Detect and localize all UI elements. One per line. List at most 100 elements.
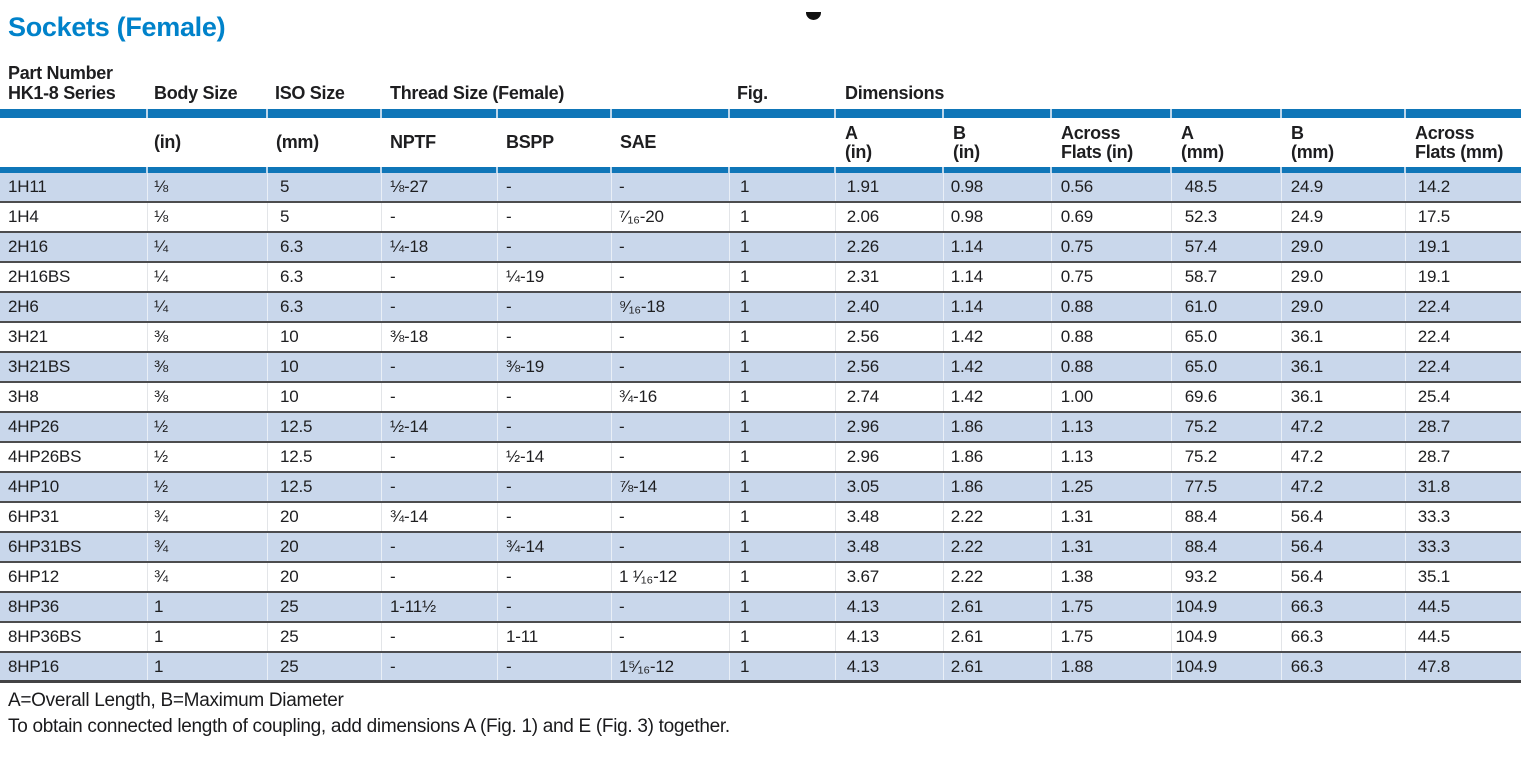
cell-body-size: ⅛ — [148, 173, 268, 201]
cell-a-in: 2.40 — [836, 293, 944, 321]
cell-a-mm: 75.2 — [1172, 413, 1282, 441]
cell-b-mm: 66.3 — [1282, 593, 1406, 621]
sub-header-a-in: A (in) — [845, 122, 872, 162]
cell-a-mm: 104.9 — [1172, 623, 1282, 651]
cell-sae: - — [612, 503, 730, 531]
cell-fig: 1 — [730, 233, 836, 261]
rule-segment — [944, 167, 1052, 173]
rule-segment — [730, 109, 836, 118]
cell-a-mm: 88.4 — [1172, 503, 1282, 531]
table-row-6HP31: 6HP31 ¾ 20 ¾-14- -1 3.48 2.22 1.31 88.4 56.4 33.3 — [0, 503, 1521, 533]
rule-segment — [1052, 109, 1172, 118]
table-row-4HP26: 4HP26 ½ 12.5 ½-14- -1 2.96 1.86 1.13 75.2 47.2 28.… — [0, 413, 1521, 443]
cropped-text-fragment — [806, 12, 821, 20]
cell-part-number: 2H6 — [0, 293, 148, 321]
header-rule-bar1 — [0, 109, 1521, 118]
cell-part-number: 6HP31BS — [0, 533, 148, 561]
cell-fig: 1 — [730, 473, 836, 501]
cell-b-mm: 24.9 — [1282, 173, 1406, 201]
cell-iso-size: 20 — [268, 563, 382, 591]
sub-header-iso-size: (mm) — [276, 132, 319, 152]
rule-segment — [498, 109, 612, 118]
sub-header-sae: SAE — [620, 132, 657, 152]
rule-segment — [382, 167, 498, 173]
cell-bspp: - — [498, 473, 612, 501]
cell-across-flats-mm: 19.1 — [1417, 237, 1450, 256]
cell-bspp: - — [498, 323, 612, 351]
cell-a-mm: 104.9 — [1172, 593, 1282, 621]
cell-b-in: 2.61 — [944, 593, 1052, 621]
cell-across-flats-mm: 47.8 — [1417, 657, 1450, 676]
cell-body-size: 1 — [148, 653, 268, 680]
group-header-thread-size: Thread Size (Female) — [390, 83, 565, 103]
cell-b-in: 2.22 — [944, 503, 1052, 531]
cell-fig: 1 — [730, 443, 836, 471]
cell-across-flats-in: 1.88 — [1052, 653, 1172, 680]
rule-segment — [498, 167, 612, 173]
cell-b-mm: 56.4 — [1282, 503, 1406, 531]
cell-across-flats-in: 0.56 — [1052, 173, 1172, 201]
cell-a-in: 2.31 — [836, 263, 944, 291]
cell-a-mm: 65.0 — [1172, 353, 1282, 381]
cell-part-number: 4HP26BS — [0, 443, 148, 471]
rule-segment — [1052, 167, 1172, 173]
rule-segment — [612, 167, 730, 173]
cell-fig: 1 — [730, 323, 836, 351]
cell-a-in: 2.56 — [836, 323, 944, 351]
group-header-iso-size: ISO Size — [275, 83, 345, 103]
cell-iso-size: 25 — [268, 653, 382, 680]
cell-across-flats-in: 0.75 — [1052, 263, 1172, 291]
table-row-4HP26BS: 4HP26BS ½ 12.5- ½-14-1 2.96 1.86 1.13 75.2 47.2 2… — [0, 443, 1521, 473]
cell-part-number: 4HP10 — [0, 473, 148, 501]
cell-sae: - — [612, 593, 730, 621]
cell-b-in: 2.22 — [944, 563, 1052, 591]
cell-fig: 1 — [730, 533, 836, 561]
cell-b-mm: 47.2 — [1282, 413, 1406, 441]
table-row-1H11: 1H11 ⅛ 5 ⅛-27- -1 1.91 0.98 0.56 48.5 24.9 14.2 — [0, 173, 1521, 203]
cell-sae: 1 ¹⁄₁₆-12 — [612, 563, 730, 591]
cell-sae: - — [612, 233, 730, 261]
table-row-3H21: 3H21 ⅜ 10 ⅜-18- -1 2.56 1.42 0.88 65.0 36.1 22.4 — [0, 323, 1521, 353]
cell-part-number: 8HP16 — [0, 653, 148, 680]
sub-header-body-size: (in) — [154, 132, 181, 152]
cell-b-mm: 36.1 — [1282, 383, 1406, 411]
cell-b-mm: 66.3 — [1282, 653, 1406, 680]
cell-body-size: ¾ — [148, 533, 268, 561]
cell-nptf: ⅜-18 — [382, 323, 498, 351]
cell-b-mm: 56.4 — [1282, 563, 1406, 591]
rule-segment — [148, 109, 268, 118]
cell-a-in: 1.91 — [836, 173, 944, 201]
cell-body-size: 1 — [148, 623, 268, 651]
rule-segment — [0, 167, 148, 173]
cell-fig: 1 — [730, 413, 836, 441]
rule-segment — [1406, 109, 1521, 118]
cell-sae: - — [612, 353, 730, 381]
cell-body-size: ¾ — [148, 563, 268, 591]
cell-fig: 1 — [730, 203, 836, 231]
cell-b-mm: 66.3 — [1282, 623, 1406, 651]
cell-b-in: 2.61 — [944, 623, 1052, 651]
cell-a-in: 2.26 — [836, 233, 944, 261]
cell-b-in: 1.86 — [944, 413, 1052, 441]
cell-sae: - — [612, 623, 730, 651]
cell-sae: - — [612, 413, 730, 441]
cell-a-in: 2.06 — [836, 203, 944, 231]
rule-segment — [268, 167, 382, 173]
cell-fig: 1 — [730, 293, 836, 321]
cell-sae: - — [612, 173, 730, 201]
cell-across-flats-in: 1.75 — [1052, 623, 1172, 651]
cell-sae: - — [612, 533, 730, 561]
cell-across-flats-in: 1.31 — [1052, 533, 1172, 561]
cell-bspp: - — [498, 293, 612, 321]
cell-b-in: 0.98 — [944, 203, 1052, 231]
cell-nptf: - — [382, 203, 498, 231]
header-rule-bar2 — [0, 167, 1521, 173]
cell-across-flats-in: 1.25 — [1052, 473, 1172, 501]
cell-iso-size: 12.5 — [268, 473, 382, 501]
cell-b-in: 2.22 — [944, 533, 1052, 561]
cell-iso-size: 25 — [268, 593, 382, 621]
cell-nptf: 1-11½ — [382, 593, 498, 621]
cell-b-mm: 24.9 — [1282, 203, 1406, 231]
cell-b-mm: 47.2 — [1282, 443, 1406, 471]
cell-a-mm: 75.2 — [1172, 443, 1282, 471]
